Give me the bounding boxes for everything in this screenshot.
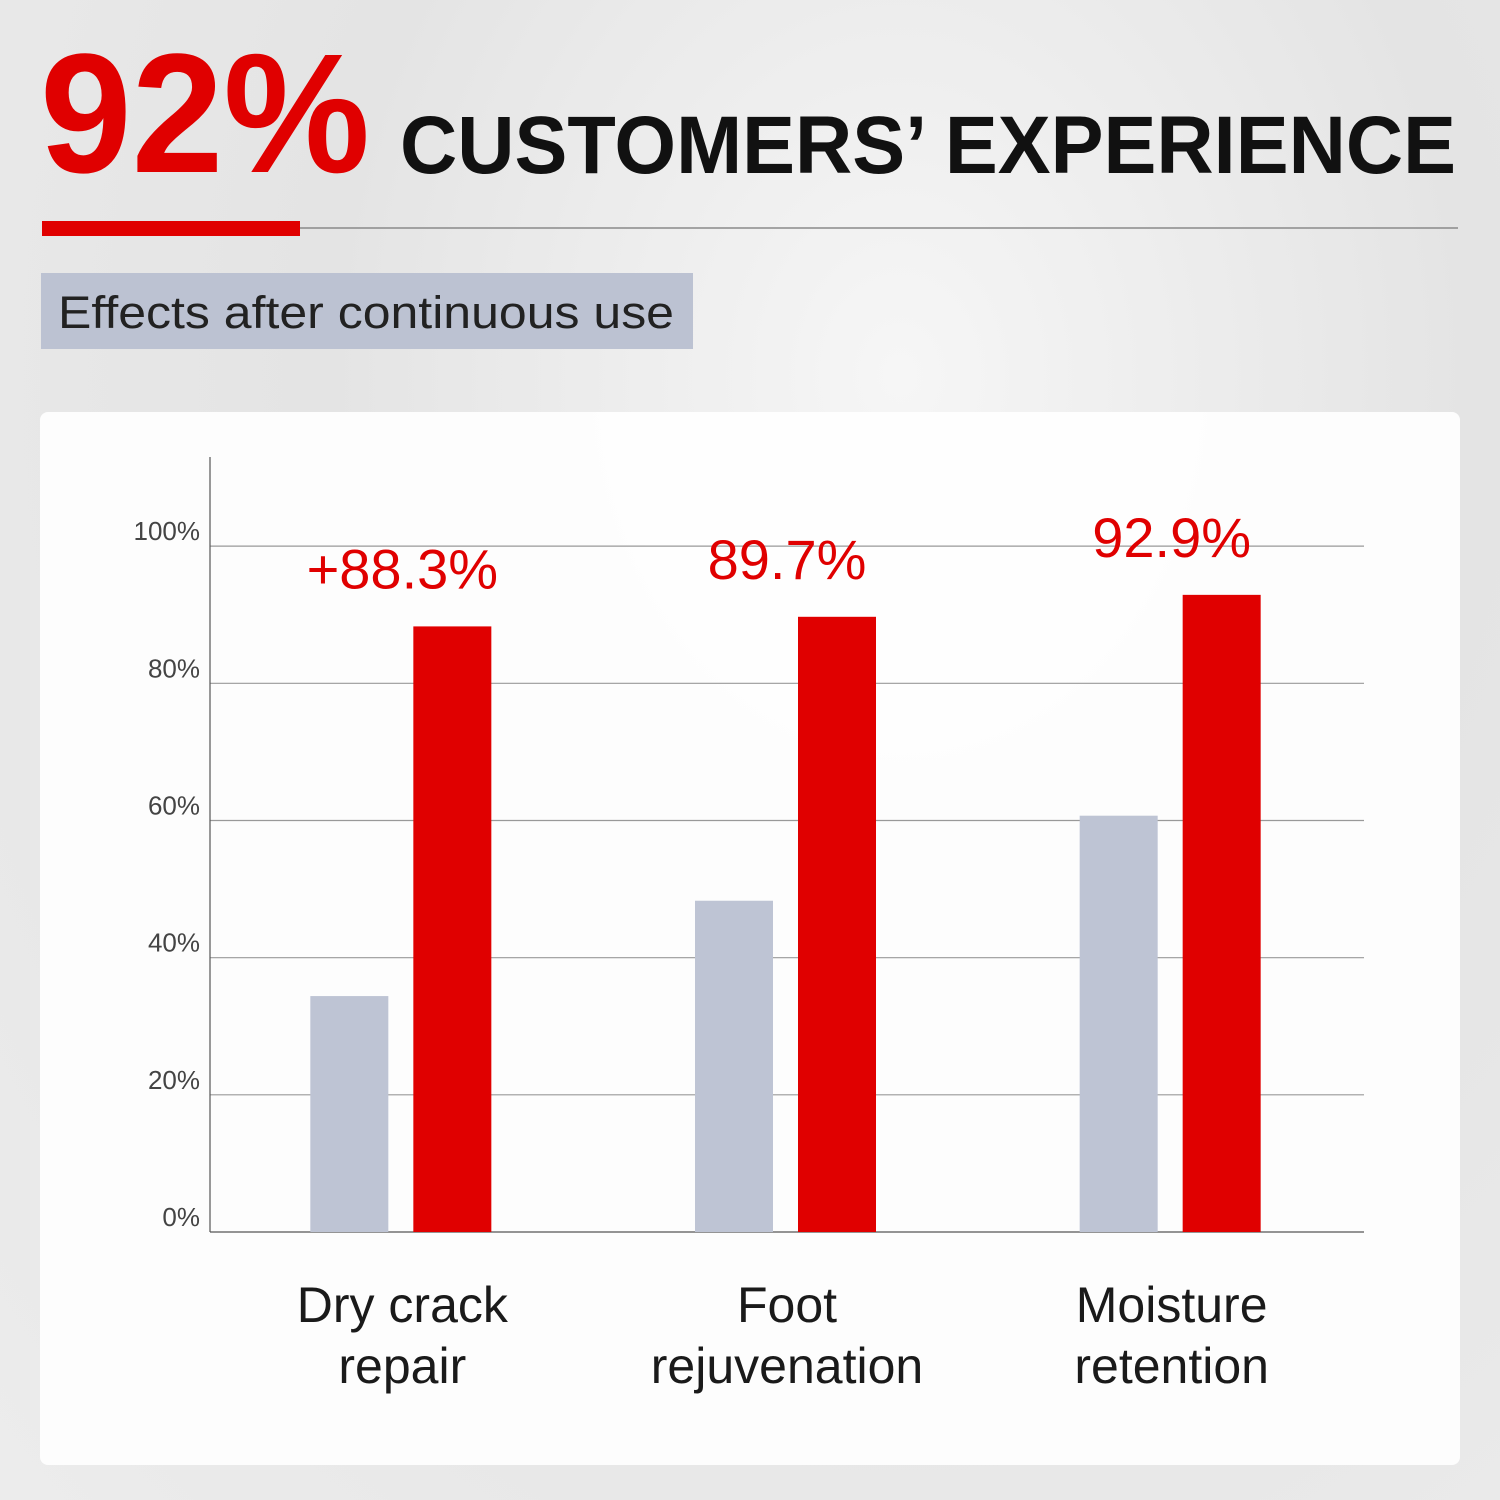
bar bbox=[798, 616, 876, 1232]
bar bbox=[413, 626, 492, 1232]
y-tick-label: 80% bbox=[148, 653, 200, 683]
subtitle: Effects after continuous use bbox=[58, 287, 674, 338]
value-label: +88.3% bbox=[307, 537, 499, 600]
y-tick-label: 0% bbox=[162, 1202, 200, 1232]
x-tick-label: Dry crack repair bbox=[296, 1277, 508, 1394]
subtitle-box bbox=[41, 273, 693, 349]
bar bbox=[695, 900, 773, 1232]
y-tick-label: 60% bbox=[148, 790, 200, 820]
value-label: 92.9% bbox=[1092, 506, 1251, 569]
x-tick-label: Foot rejuvenation bbox=[650, 1277, 924, 1394]
y-tick-label: 20% bbox=[148, 1065, 200, 1095]
bar bbox=[1182, 594, 1261, 1232]
y-tick-label: 40% bbox=[148, 928, 200, 958]
chart-title: CUSTOMERS’ EXPERIENCE bbox=[400, 100, 1456, 191]
value-label: 89.7% bbox=[708, 528, 867, 591]
accent-bar bbox=[42, 221, 300, 236]
title-highlight: 92% bbox=[40, 19, 370, 209]
bar bbox=[310, 996, 389, 1232]
x-tick-label: Moisture retention bbox=[1074, 1277, 1269, 1394]
bar bbox=[1079, 815, 1158, 1232]
y-tick-label: 100% bbox=[134, 516, 201, 546]
